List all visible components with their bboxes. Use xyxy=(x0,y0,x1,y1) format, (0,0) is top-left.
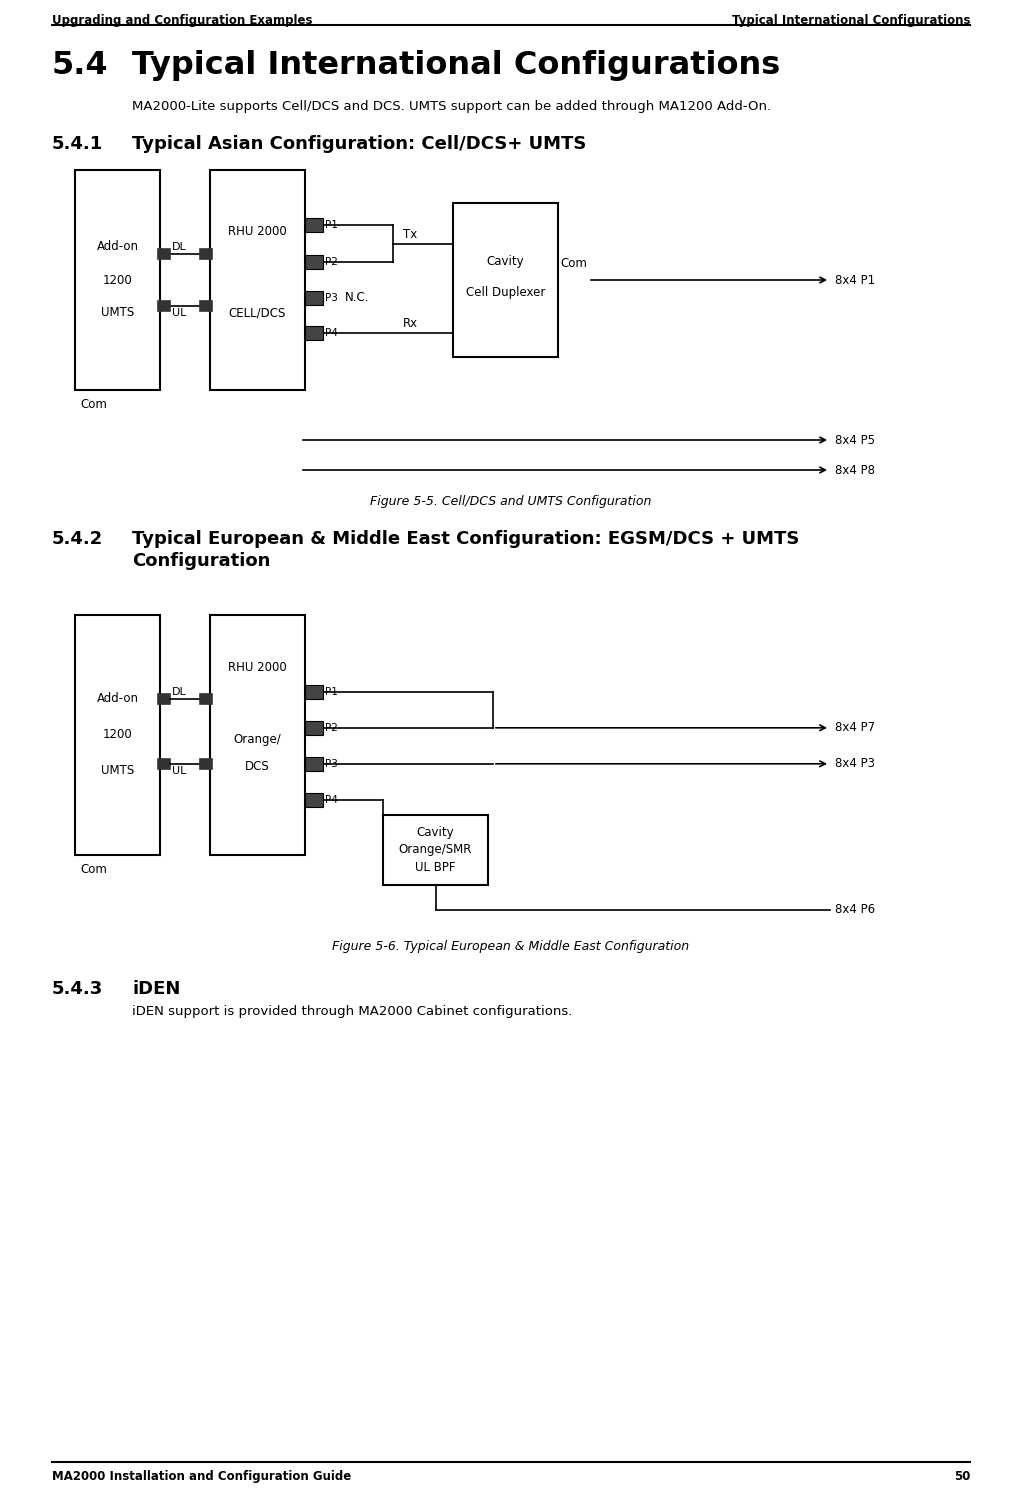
Text: 5.4.3: 5.4.3 xyxy=(52,981,103,998)
Text: P1: P1 xyxy=(325,220,338,231)
Text: 5.4.2: 5.4.2 xyxy=(52,530,103,548)
Text: Typical International Configurations: Typical International Configurations xyxy=(732,13,970,27)
Text: UMTS: UMTS xyxy=(101,307,134,319)
Text: Orange/SMR: Orange/SMR xyxy=(399,843,472,856)
Text: Add-on: Add-on xyxy=(96,241,139,253)
Text: UL: UL xyxy=(172,766,186,775)
Text: DCS: DCS xyxy=(245,759,270,772)
Bar xyxy=(383,814,487,885)
Text: UMTS: UMTS xyxy=(101,765,134,777)
Bar xyxy=(210,615,305,855)
Text: Com: Com xyxy=(560,257,587,269)
Bar xyxy=(305,720,323,735)
Bar xyxy=(305,219,323,232)
Text: 8x4 P6: 8x4 P6 xyxy=(835,903,875,916)
Text: P1: P1 xyxy=(325,687,338,696)
Bar xyxy=(158,695,170,704)
Text: 8x4 P8: 8x4 P8 xyxy=(835,464,875,476)
Text: Upgrading and Configuration Examples: Upgrading and Configuration Examples xyxy=(52,13,313,27)
Text: 1200: 1200 xyxy=(102,729,133,741)
Bar xyxy=(158,301,170,311)
Bar xyxy=(158,249,170,259)
Text: P2: P2 xyxy=(325,723,338,734)
Bar xyxy=(305,326,323,340)
Text: UL BPF: UL BPF xyxy=(415,861,456,874)
Bar xyxy=(210,171,305,391)
Bar xyxy=(158,759,170,769)
Text: Orange/: Orange/ xyxy=(234,734,281,747)
Text: Typical European & Middle East Configuration: EGSM/DCS + UMTS: Typical European & Middle East Configura… xyxy=(132,530,799,548)
Text: Figure 5-5. Cell/DCS and UMTS Configuration: Figure 5-5. Cell/DCS and UMTS Configurat… xyxy=(370,496,652,507)
Bar xyxy=(305,684,323,699)
Bar xyxy=(200,695,212,704)
Text: UL: UL xyxy=(172,308,186,319)
Bar xyxy=(200,759,212,769)
Text: Typical International Configurations: Typical International Configurations xyxy=(132,49,780,81)
Bar xyxy=(200,249,212,259)
Text: DL: DL xyxy=(172,241,187,251)
Text: Cavity: Cavity xyxy=(486,254,524,268)
Text: P3: P3 xyxy=(325,292,338,302)
Bar xyxy=(453,204,558,356)
Text: 5.4: 5.4 xyxy=(52,49,108,81)
Text: 5.4.1: 5.4.1 xyxy=(52,135,103,153)
Text: Cell Duplexer: Cell Duplexer xyxy=(466,286,545,299)
Bar xyxy=(305,757,323,771)
Text: RHU 2000: RHU 2000 xyxy=(228,225,287,238)
Text: P4: P4 xyxy=(325,795,338,805)
Bar xyxy=(305,256,323,269)
Bar xyxy=(75,615,160,855)
Text: DL: DL xyxy=(172,687,187,698)
Text: CELL/DCS: CELL/DCS xyxy=(229,307,286,319)
Text: MA2000 Installation and Configuration Guide: MA2000 Installation and Configuration Gu… xyxy=(52,1470,352,1484)
Text: Com: Com xyxy=(80,398,107,412)
Text: P2: P2 xyxy=(325,257,338,268)
Text: Tx: Tx xyxy=(403,228,417,241)
Text: Add-on: Add-on xyxy=(96,693,139,705)
Text: Figure 5-6. Typical European & Middle East Configuration: Figure 5-6. Typical European & Middle Ea… xyxy=(332,940,690,952)
Text: Rx: Rx xyxy=(403,317,418,329)
Bar xyxy=(305,290,323,304)
Text: MA2000-Lite supports Cell/DCS and DCS. UMTS support can be added through MA1200 : MA2000-Lite supports Cell/DCS and DCS. U… xyxy=(132,100,772,112)
Text: 8x4 P7: 8x4 P7 xyxy=(835,722,875,735)
Text: 8x4 P3: 8x4 P3 xyxy=(835,757,875,771)
Text: Typical Asian Configuration: Cell/DCS+ UMTS: Typical Asian Configuration: Cell/DCS+ U… xyxy=(132,135,587,153)
Text: Com: Com xyxy=(80,862,107,876)
Text: 50: 50 xyxy=(954,1470,970,1484)
Text: iDEN support is provided through MA2000 Cabinet configurations.: iDEN support is provided through MA2000 … xyxy=(132,1004,572,1018)
Bar xyxy=(75,171,160,391)
Text: RHU 2000: RHU 2000 xyxy=(228,662,287,674)
Text: 8x4 P5: 8x4 P5 xyxy=(835,434,875,446)
Text: 1200: 1200 xyxy=(102,274,133,286)
Text: Configuration: Configuration xyxy=(132,552,271,570)
Text: P4: P4 xyxy=(325,328,338,338)
Text: N.C.: N.C. xyxy=(345,290,370,304)
Text: P3: P3 xyxy=(325,759,338,769)
Bar xyxy=(305,793,323,807)
Text: Cavity: Cavity xyxy=(417,826,455,838)
Text: 8x4 P1: 8x4 P1 xyxy=(835,274,875,286)
Bar xyxy=(200,301,212,311)
Text: iDEN: iDEN xyxy=(132,981,180,998)
